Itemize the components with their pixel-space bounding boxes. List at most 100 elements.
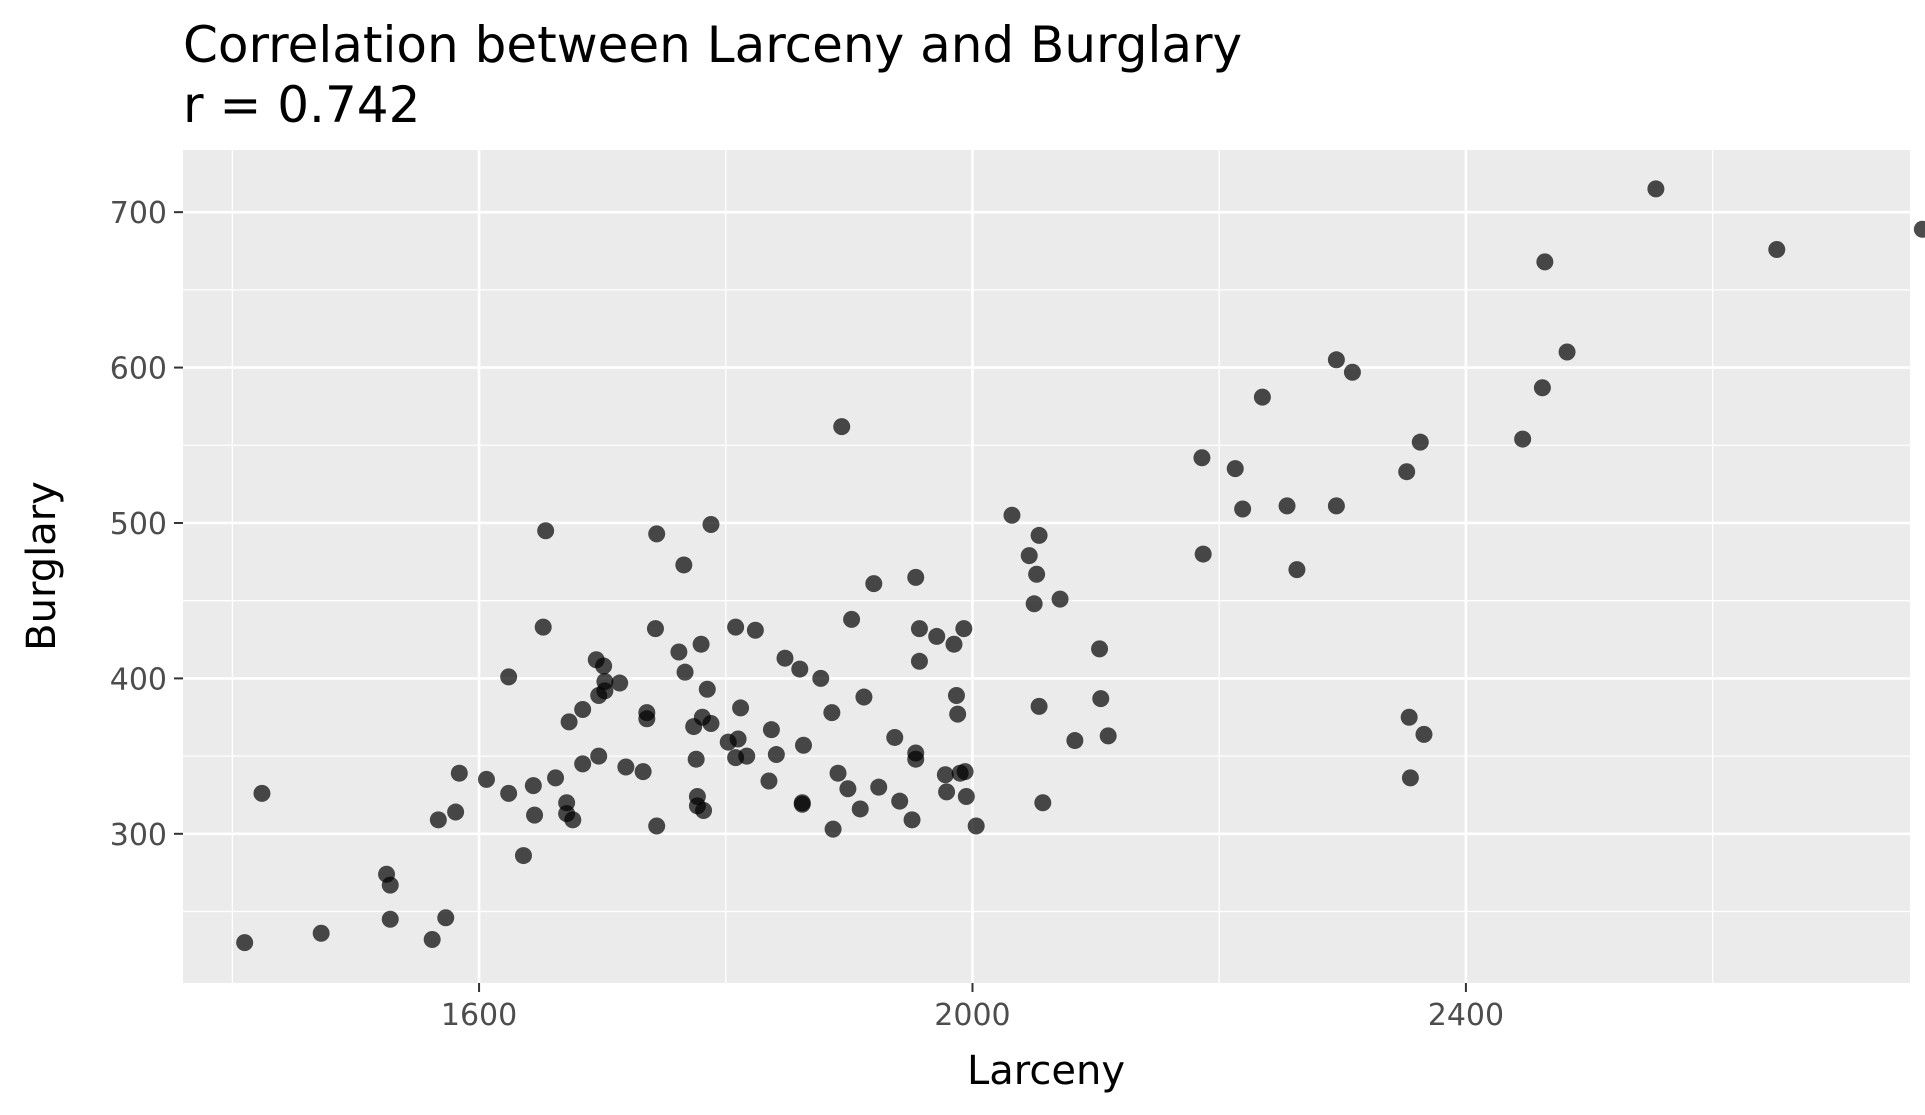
data-point bbox=[949, 705, 967, 723]
data-point bbox=[732, 699, 750, 717]
data-point bbox=[423, 930, 441, 948]
data-point bbox=[312, 924, 330, 942]
data-point bbox=[967, 817, 985, 835]
data-point bbox=[698, 680, 716, 698]
data-point bbox=[524, 777, 542, 795]
data-point bbox=[1234, 500, 1252, 518]
data-point bbox=[676, 663, 694, 681]
data-point bbox=[1253, 388, 1271, 406]
plot-panel bbox=[183, 150, 1910, 983]
data-point bbox=[907, 568, 925, 586]
data-point bbox=[903, 811, 921, 829]
x-tick-label: 1600 bbox=[441, 998, 517, 1033]
data-point bbox=[437, 909, 455, 927]
data-point bbox=[1768, 240, 1786, 258]
data-point bbox=[1193, 449, 1211, 467]
data-point bbox=[767, 746, 785, 764]
data-point bbox=[1092, 690, 1110, 708]
data-point bbox=[670, 643, 688, 661]
data-point bbox=[381, 876, 399, 894]
data-point bbox=[634, 763, 652, 781]
data-point bbox=[839, 780, 857, 798]
data-point bbox=[617, 758, 635, 776]
data-point bbox=[1558, 343, 1576, 361]
data-point bbox=[1288, 561, 1306, 579]
data-point bbox=[833, 418, 851, 436]
data-point bbox=[1536, 253, 1554, 271]
data-point bbox=[1030, 697, 1048, 715]
chart-subtitle: r = 0.742 bbox=[183, 76, 420, 134]
data-point bbox=[793, 795, 811, 813]
data-point bbox=[1647, 180, 1665, 198]
data-point bbox=[687, 750, 705, 768]
data-point bbox=[938, 783, 956, 801]
data-point bbox=[1003, 506, 1021, 524]
data-point bbox=[1051, 590, 1069, 608]
data-point bbox=[695, 801, 713, 819]
data-point bbox=[1514, 430, 1532, 448]
data-point bbox=[236, 934, 254, 952]
data-point bbox=[638, 710, 656, 728]
data-point bbox=[760, 772, 778, 790]
x-tick-label: 2000 bbox=[934, 998, 1010, 1033]
data-points bbox=[236, 180, 1925, 952]
chart-title: Correlation between Larceny and Burglary bbox=[183, 16, 1242, 74]
data-point bbox=[945, 635, 963, 653]
data-point bbox=[955, 620, 973, 638]
data-point bbox=[947, 686, 965, 704]
data-point bbox=[1099, 727, 1117, 745]
data-point bbox=[702, 516, 720, 534]
data-point bbox=[746, 621, 764, 639]
data-point bbox=[870, 778, 888, 796]
data-point bbox=[812, 669, 830, 687]
grid-minor-lines bbox=[183, 150, 1910, 983]
data-point bbox=[596, 673, 614, 691]
y-tick-label: 400 bbox=[110, 662, 167, 697]
data-point bbox=[500, 668, 518, 686]
data-point bbox=[865, 575, 883, 593]
y-tick-label: 600 bbox=[110, 352, 167, 387]
x-tick-label: 2400 bbox=[1428, 998, 1504, 1033]
y-tick-label: 500 bbox=[110, 507, 167, 542]
data-point bbox=[648, 525, 666, 543]
data-point bbox=[824, 820, 842, 838]
data-point bbox=[1020, 547, 1038, 565]
data-point bbox=[855, 688, 873, 706]
data-point bbox=[253, 784, 271, 802]
data-point bbox=[1327, 497, 1345, 515]
data-point bbox=[675, 556, 693, 574]
data-point bbox=[851, 800, 869, 818]
data-point bbox=[702, 714, 720, 732]
data-point bbox=[1025, 595, 1043, 613]
data-point bbox=[514, 847, 532, 865]
data-point bbox=[727, 618, 745, 636]
data-point bbox=[791, 660, 809, 678]
data-point bbox=[1400, 708, 1418, 726]
data-point bbox=[762, 721, 780, 739]
data-point bbox=[526, 806, 544, 824]
data-point bbox=[1415, 725, 1433, 743]
data-point bbox=[1034, 794, 1052, 812]
data-point bbox=[477, 770, 495, 788]
y-axis: 300 400 500 600 700 bbox=[110, 196, 183, 853]
data-point bbox=[595, 657, 613, 675]
data-point bbox=[564, 811, 582, 829]
y-axis-title: Burglary bbox=[19, 481, 65, 651]
data-point bbox=[1278, 497, 1296, 515]
x-axis: 1600 2000 2400 bbox=[441, 983, 1504, 1033]
data-point bbox=[648, 817, 666, 835]
data-point bbox=[891, 792, 909, 810]
data-point bbox=[1226, 460, 1244, 478]
data-point bbox=[829, 764, 847, 782]
data-point bbox=[910, 652, 928, 670]
x-axis-title: Larceny bbox=[967, 1048, 1125, 1094]
data-point bbox=[910, 620, 928, 638]
data-point bbox=[429, 811, 447, 829]
data-point bbox=[447, 803, 465, 821]
data-point bbox=[1401, 769, 1419, 787]
data-point bbox=[692, 635, 710, 653]
data-point bbox=[381, 910, 399, 928]
data-point bbox=[738, 747, 756, 765]
data-point bbox=[1194, 545, 1212, 563]
data-point bbox=[500, 784, 518, 802]
